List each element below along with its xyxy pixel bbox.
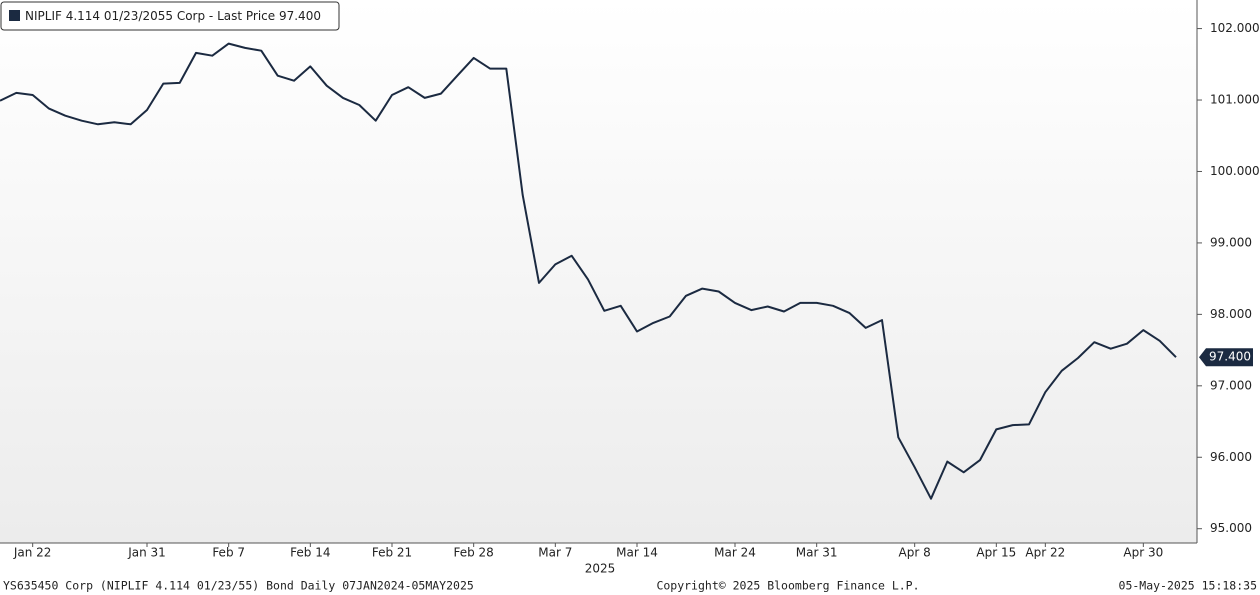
footer-center: Copyright© 2025 Bloomberg Finance L.P. (656, 579, 919, 593)
footer-right: 05-May-2025 15:18:35 (1119, 579, 1257, 593)
x-tick-label: Mar 7 (538, 546, 572, 560)
x-tick-label: Apr 22 (1025, 546, 1065, 560)
footer-left: YS635450 Corp (NIPLIF 4.114 01/23/55) Bo… (3, 579, 474, 593)
y-tick-label: 101.000 (1210, 93, 1260, 107)
price-line (0, 42, 1177, 500)
year-label: 2025 (585, 562, 616, 576)
x-tick-label: Feb 14 (290, 546, 330, 560)
x-tick-label: Apr 15 (976, 546, 1016, 560)
x-tick-label: Mar 24 (714, 546, 756, 560)
x-tick-label: Feb 28 (453, 546, 493, 560)
plot-area (0, 0, 1197, 543)
legend-swatch (9, 10, 20, 21)
x-tick-label: Jan 22 (13, 546, 52, 560)
x-tick-label: Jan 31 (127, 546, 166, 560)
x-tick-label: Mar 31 (796, 546, 838, 560)
y-tick-label: 98.000 (1210, 307, 1252, 321)
y-tick-label: 97.000 (1210, 378, 1252, 392)
x-tick-label: Apr 30 (1123, 546, 1163, 560)
x-tick-label: Apr 8 (899, 546, 931, 560)
y-tick-label: 100.000 (1210, 164, 1260, 178)
y-tick-label: 96.000 (1210, 450, 1252, 464)
y-tick-label: 102.000 (1210, 21, 1260, 35)
x-tick-label: Feb 21 (372, 546, 412, 560)
legend-label: NIPLIF 4.114 01/23/2055 Corp - Last Pric… (25, 9, 321, 23)
legend-box (0, 1, 340, 31)
last-price-badge (1199, 348, 1253, 367)
last-price-label: 97.400 (1209, 350, 1251, 364)
x-tick-label: Feb 7 (212, 546, 245, 560)
footer: YS635450 Corp (NIPLIF 4.114 01/23/55) Bo… (3, 579, 1257, 593)
y-tick-label: 99.000 (1210, 235, 1252, 249)
legend: NIPLIF 4.114 01/23/2055 Corp - Last Pric… (0, 1, 340, 31)
y-tick-label: 95.000 (1210, 521, 1252, 535)
x-tick-label: Mar 14 (616, 546, 658, 560)
